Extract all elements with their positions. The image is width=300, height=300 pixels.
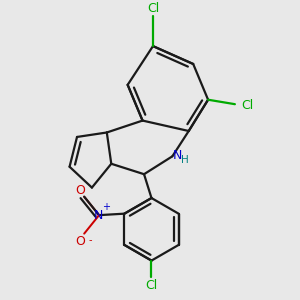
- Text: H: H: [181, 155, 189, 165]
- Text: N: N: [94, 209, 103, 222]
- Text: O: O: [75, 235, 85, 248]
- Text: Cl: Cl: [146, 279, 158, 292]
- Text: Cl: Cl: [147, 2, 159, 15]
- Text: O: O: [75, 184, 85, 197]
- Text: N: N: [173, 149, 182, 162]
- Text: -: -: [89, 235, 92, 245]
- Text: +: +: [103, 202, 110, 212]
- Text: Cl: Cl: [242, 99, 254, 112]
